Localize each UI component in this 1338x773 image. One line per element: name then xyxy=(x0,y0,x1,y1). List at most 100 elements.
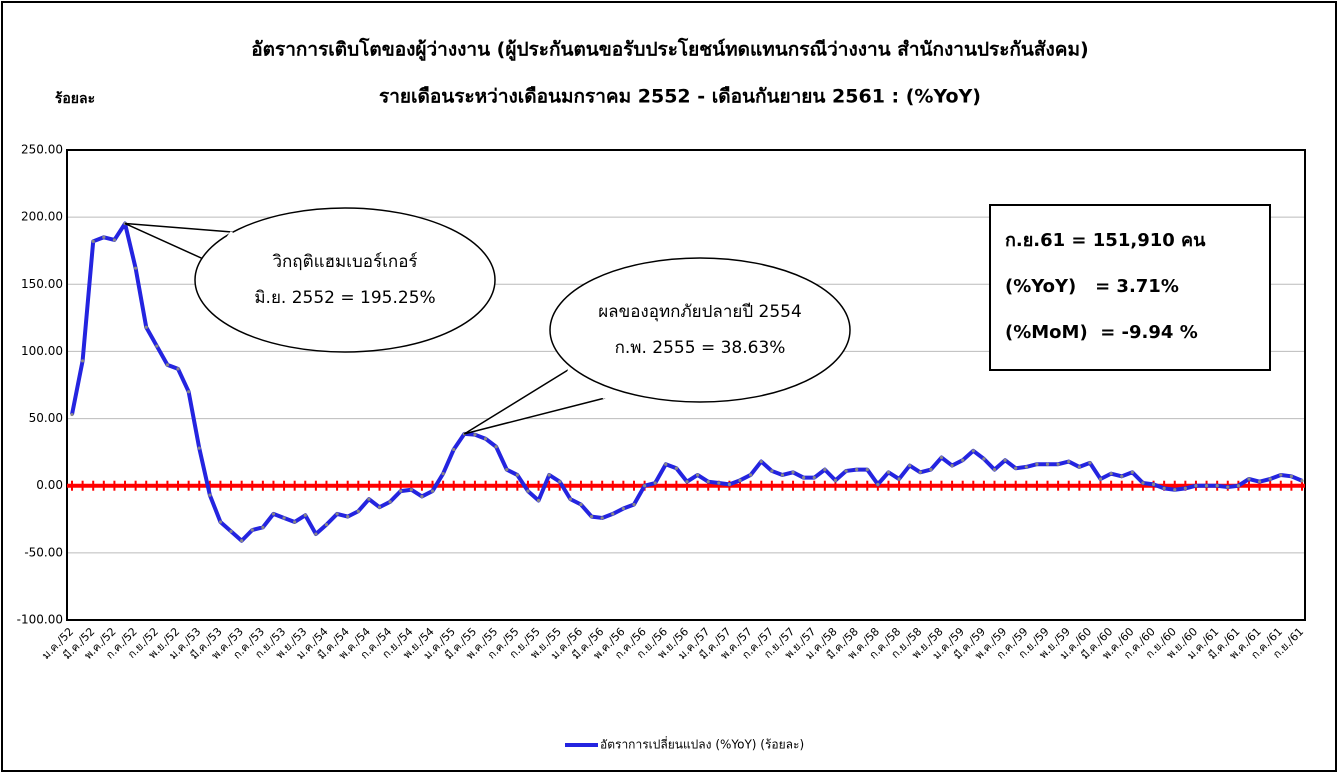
data-point xyxy=(1268,477,1272,481)
data-point xyxy=(134,266,138,270)
data-point xyxy=(409,488,413,492)
data-point xyxy=(1173,488,1177,492)
data-point xyxy=(452,447,456,452)
data-point xyxy=(250,528,254,532)
data-point xyxy=(1162,486,1166,490)
data-point xyxy=(1056,462,1060,466)
annotation-text: มิ.ย. 2552 = 195.25% xyxy=(254,288,435,308)
data-point xyxy=(558,480,562,484)
info-text: (%MoM) = -9.94 % xyxy=(1005,322,1198,343)
data-point xyxy=(155,344,159,348)
data-point xyxy=(579,502,583,507)
data-point xyxy=(1024,465,1028,469)
data-point xyxy=(1183,486,1187,490)
legend-label: อัตราการเปลี่ยนแปลง (%YoY) (ร้อยละ) xyxy=(600,736,804,752)
data-point xyxy=(346,515,350,519)
y-tick-label: 250.00 xyxy=(21,143,63,157)
data-point xyxy=(1035,462,1039,466)
data-point xyxy=(929,468,933,472)
annotation-text: ผลของอุทกภัยปลายปี 2554 xyxy=(598,302,802,322)
data-point xyxy=(696,473,700,477)
data-point xyxy=(664,462,668,466)
data-point xyxy=(324,523,329,527)
y-tick-label: -50.00 xyxy=(24,545,63,559)
data-point xyxy=(494,445,498,449)
data-point xyxy=(611,512,615,516)
data-point xyxy=(208,493,212,497)
data-point xyxy=(950,463,954,468)
data-point xyxy=(420,494,424,499)
data-point xyxy=(770,469,774,473)
y-tick-label: 100.00 xyxy=(21,344,63,358)
data-point xyxy=(483,437,488,441)
data-point xyxy=(1120,474,1124,478)
data-point xyxy=(1289,474,1293,478)
callout-pointer xyxy=(463,369,606,435)
data-point xyxy=(1226,485,1230,489)
data-point xyxy=(441,472,445,476)
info-text: (%YoY) = 3.71% xyxy=(1005,276,1179,297)
data-point xyxy=(918,470,922,474)
data-point xyxy=(749,473,753,477)
data-point xyxy=(547,473,551,477)
chart-title: อัตราการเติบโตของผู้ว่างงาน (ผู้ประกันตน… xyxy=(251,38,1088,62)
y-tick-label: 0.00 xyxy=(36,478,63,492)
data-point xyxy=(112,238,117,242)
data-point xyxy=(536,498,541,503)
callout-cover xyxy=(567,368,606,400)
data-point xyxy=(727,482,732,486)
data-point xyxy=(1003,458,1007,462)
data-point xyxy=(791,470,795,474)
data-point xyxy=(992,468,997,472)
data-point xyxy=(1236,484,1240,488)
callout xyxy=(549,257,851,403)
annotation-text: วิกฤติแฮมเบอร์เกอร์ xyxy=(272,252,418,272)
data-point xyxy=(632,502,636,507)
data-point xyxy=(961,458,965,462)
data-point xyxy=(1130,470,1134,474)
data-point xyxy=(218,520,223,524)
data-point xyxy=(1109,472,1113,476)
data-point xyxy=(653,481,657,485)
data-point xyxy=(855,468,859,472)
data-point xyxy=(812,476,816,480)
data-point xyxy=(1014,466,1018,470)
data-point xyxy=(865,468,869,472)
data-point xyxy=(388,500,392,504)
data-point xyxy=(399,489,403,493)
data-point xyxy=(1247,477,1251,481)
callout xyxy=(194,207,496,353)
data-point xyxy=(176,367,180,371)
data-point xyxy=(282,516,286,520)
data-point xyxy=(240,539,244,543)
y-tick-label: 200.00 xyxy=(21,210,63,224)
data-point xyxy=(187,390,191,394)
data-point xyxy=(526,489,530,493)
info-box xyxy=(989,204,1271,371)
y-tick-label: 150.00 xyxy=(21,277,63,291)
data-point xyxy=(876,482,880,486)
data-point xyxy=(908,463,912,468)
y-axis-label: ร้อยละ xyxy=(55,91,95,107)
data-point xyxy=(70,412,74,417)
data-point xyxy=(1300,479,1304,483)
data-point xyxy=(197,446,201,450)
data-point xyxy=(335,512,339,516)
data-point xyxy=(1194,484,1198,488)
data-point xyxy=(91,239,95,243)
data-point xyxy=(314,532,318,536)
data-point xyxy=(1204,484,1209,488)
data-point xyxy=(367,497,371,501)
data-point xyxy=(982,457,986,461)
data-point xyxy=(844,469,848,473)
data-point xyxy=(293,520,297,524)
data-point xyxy=(600,516,604,520)
data-point xyxy=(505,468,509,472)
data-point xyxy=(144,325,148,329)
callout-pointer xyxy=(124,222,233,263)
data-point xyxy=(685,480,689,484)
data-point xyxy=(621,506,625,511)
data-point xyxy=(802,476,806,480)
annotation-text: ก.พ. 2555 = 38.63% xyxy=(615,338,786,358)
data-point xyxy=(780,473,785,477)
